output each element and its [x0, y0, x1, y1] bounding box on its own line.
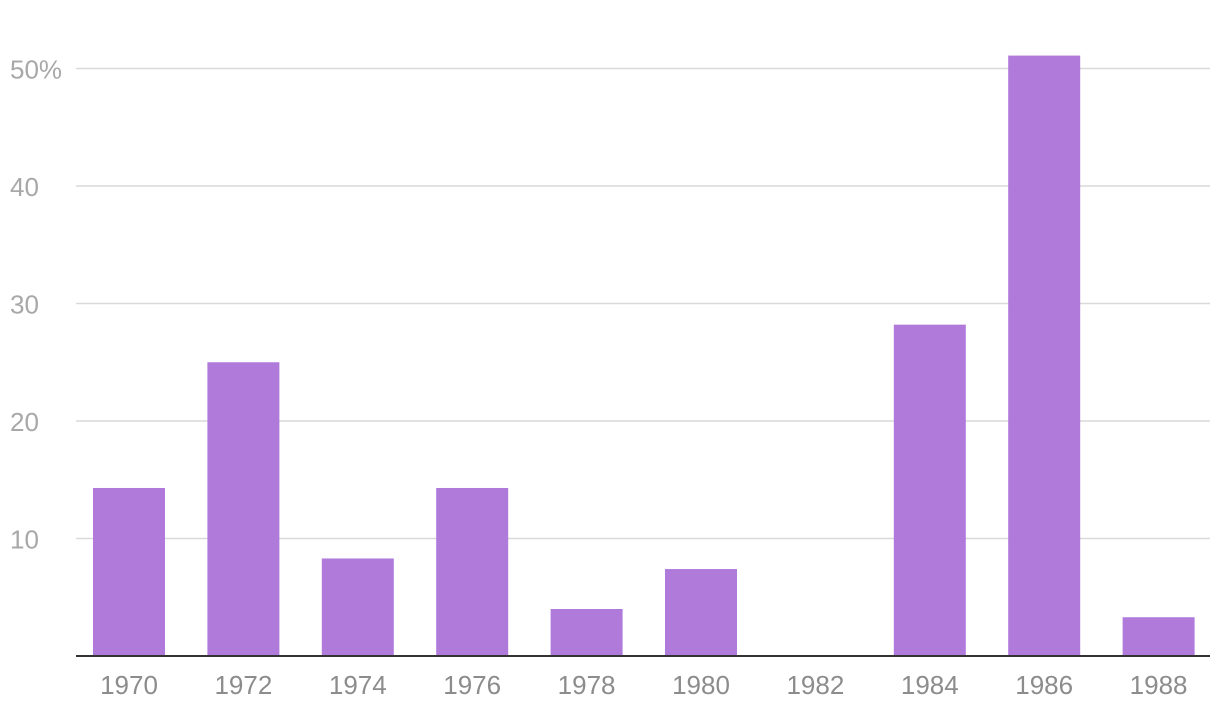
- x-tick-label: 1974: [329, 670, 387, 700]
- x-tick-label: 1982: [786, 670, 844, 700]
- x-tick-label: 1972: [214, 670, 272, 700]
- y-tick-label: 30: [10, 290, 39, 320]
- x-tick-label: 1986: [1015, 670, 1073, 700]
- x-tick-label: 1976: [443, 670, 501, 700]
- x-tick-label: 1978: [558, 670, 616, 700]
- bar-1986: [1008, 55, 1081, 656]
- x-tick-label: 1980: [672, 670, 730, 700]
- y-tick-label: 20: [10, 407, 39, 437]
- x-tick-label: 1970: [100, 670, 158, 700]
- x-tick-label: 1988: [1130, 670, 1188, 700]
- bar-1988: [1122, 617, 1195, 656]
- y-tick-label: 40: [10, 172, 39, 202]
- bar-1970: [93, 487, 165, 656]
- bar-1980: [665, 569, 737, 656]
- y-tick-label: 10: [10, 525, 39, 555]
- bars: [93, 55, 1195, 656]
- bar-1984: [893, 324, 966, 656]
- y-axis-tick-labels: 10 20 30 40 50%: [10, 55, 62, 555]
- bar-1974: [321, 558, 394, 656]
- bar-1976: [436, 487, 509, 656]
- bar-1978: [550, 609, 623, 656]
- x-tick-label: 1984: [901, 670, 959, 700]
- x-axis-tick-labels: 1970 1972 1974 1976 1978 1980 1982 1984 1986 1988: [100, 670, 1187, 700]
- bar-1972: [207, 362, 280, 656]
- y-tick-label: 50%: [10, 55, 62, 85]
